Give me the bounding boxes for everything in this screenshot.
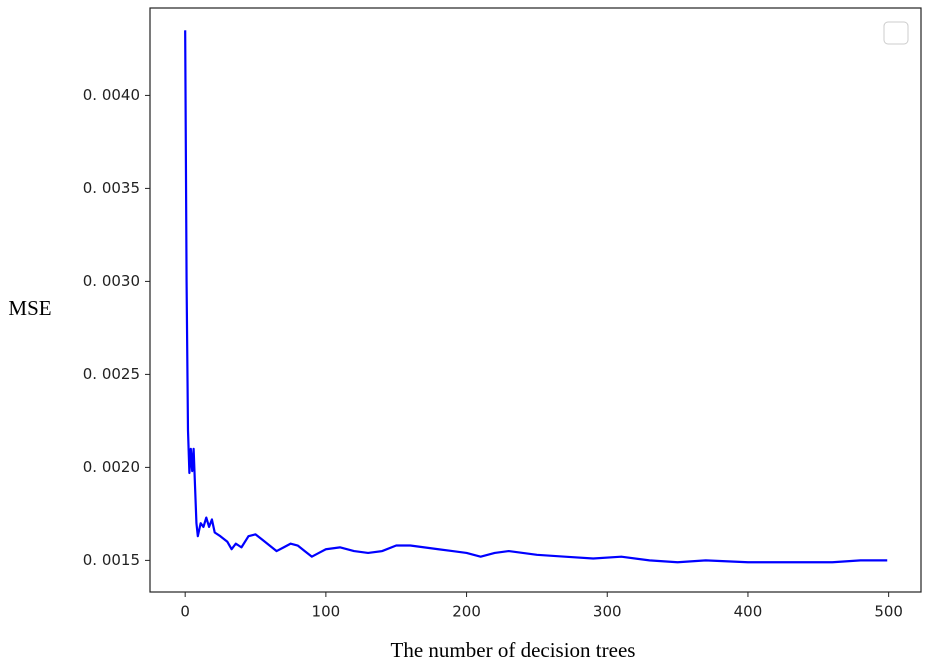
x-tick-label: 400 — [734, 603, 763, 621]
legend-box — [883, 21, 909, 45]
x-axis-label: The number of decision trees — [391, 638, 636, 662]
y-tick-label: 0. 0040 — [83, 86, 140, 104]
x-tick-label: 300 — [593, 603, 622, 621]
y-tick-label: 0. 0025 — [83, 365, 140, 383]
y-tick-label: 0. 0015 — [83, 551, 140, 569]
x-tick-label: 500 — [874, 603, 903, 621]
x-tick-label: 100 — [312, 603, 341, 621]
y-tick-label: 0. 0030 — [83, 272, 140, 290]
y-tick-label: 0. 0020 — [83, 458, 140, 476]
y-tick-label: 0. 0035 — [83, 179, 140, 197]
x-tick-label: 200 — [452, 603, 481, 621]
data-line — [184, 30, 888, 564]
x-tick-label: 0 — [180, 603, 190, 621]
y-axis-label: MSE — [8, 296, 51, 320]
plot-frame — [149, 7, 922, 593]
